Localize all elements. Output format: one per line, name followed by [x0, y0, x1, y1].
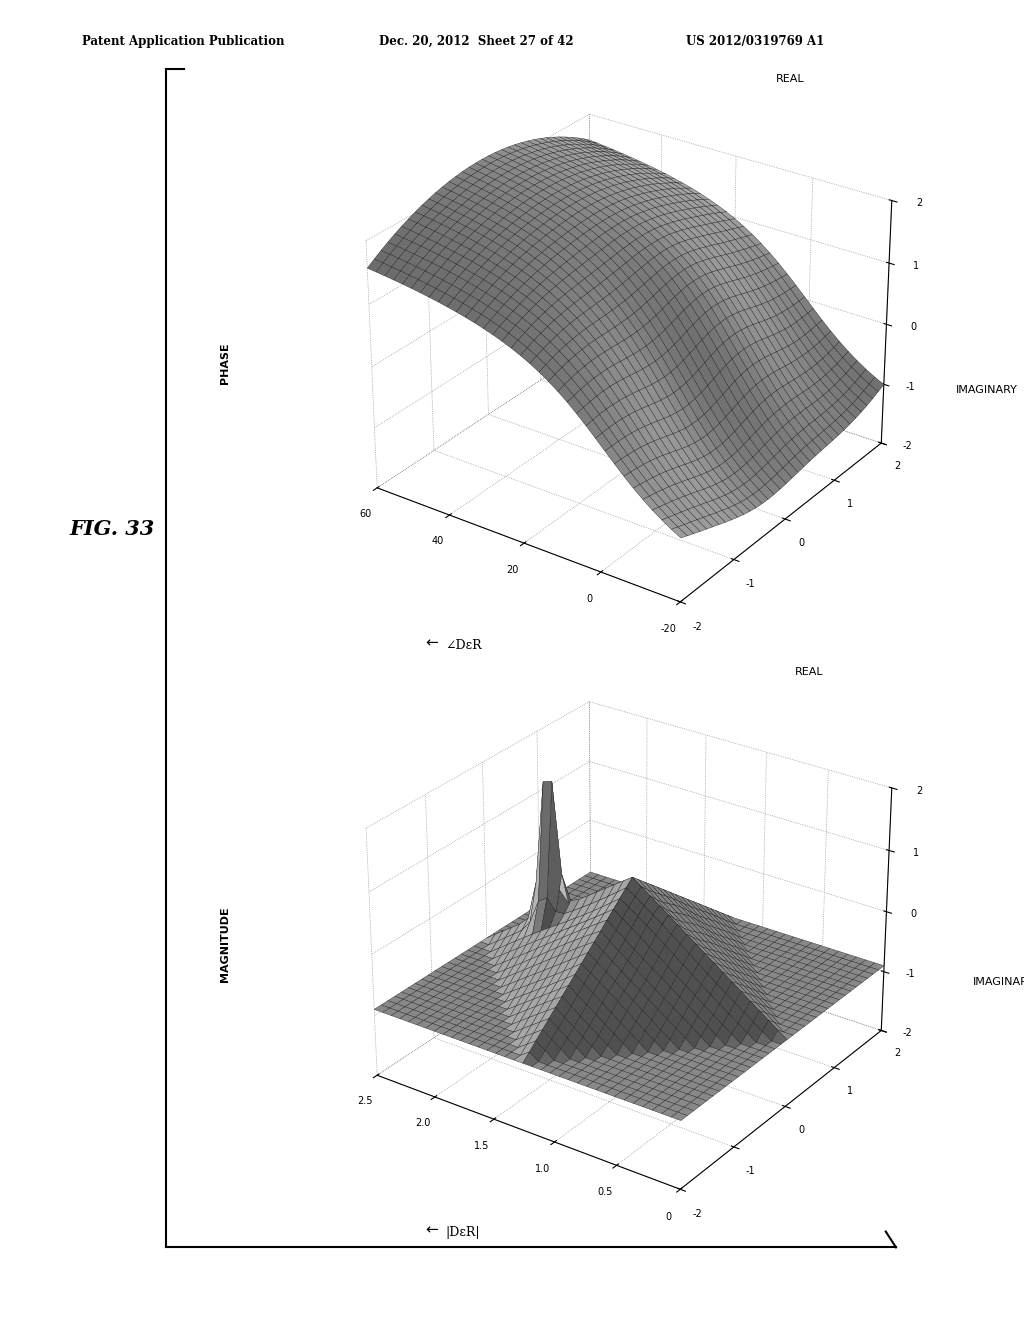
Text: PHASE: PHASE: [220, 342, 230, 384]
Text: Patent Application Publication: Patent Application Publication: [82, 34, 285, 48]
Text: ∠DεR: ∠DεR: [445, 639, 482, 652]
Text: Dec. 20, 2012  Sheet 27 of 42: Dec. 20, 2012 Sheet 27 of 42: [379, 34, 573, 48]
Text: ←: ←: [425, 635, 437, 651]
Text: |DεR|: |DεR|: [445, 1226, 480, 1239]
Text: MAGNITUDE: MAGNITUDE: [220, 906, 230, 982]
Text: ←: ←: [425, 1222, 437, 1238]
Text: FIG. 33: FIG. 33: [70, 519, 155, 539]
Text: US 2012/0319769 A1: US 2012/0319769 A1: [686, 34, 824, 48]
